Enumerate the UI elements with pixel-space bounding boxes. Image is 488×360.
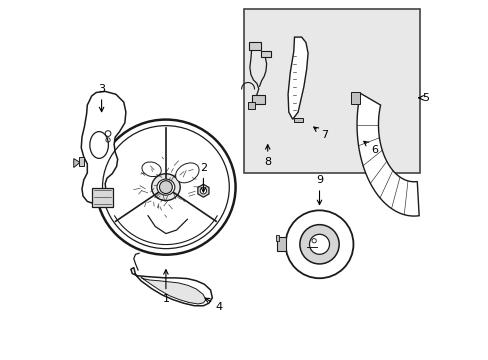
Ellipse shape [157, 179, 175, 195]
Bar [80, 157, 84, 166]
Circle shape [200, 188, 206, 194]
Circle shape [159, 181, 172, 194]
FancyBboxPatch shape [91, 188, 113, 207]
Text: 3: 3 [98, 84, 105, 112]
Polygon shape [287, 37, 307, 119]
Polygon shape [141, 277, 205, 304]
FancyBboxPatch shape [251, 95, 264, 104]
Polygon shape [81, 91, 125, 203]
Bar [276, 237, 285, 251]
Polygon shape [74, 158, 80, 167]
Polygon shape [198, 184, 208, 197]
Text: 4: 4 [204, 298, 223, 312]
Circle shape [285, 210, 353, 278]
Text: 9: 9 [315, 175, 323, 204]
Text: 1: 1 [162, 270, 169, 304]
Ellipse shape [175, 163, 199, 183]
Ellipse shape [113, 136, 218, 238]
Text: 7: 7 [313, 127, 328, 140]
FancyBboxPatch shape [350, 93, 360, 104]
FancyBboxPatch shape [261, 51, 271, 58]
Bar [275, 235, 279, 241]
FancyBboxPatch shape [248, 42, 261, 50]
Text: 6: 6 [363, 141, 378, 155]
Bar [293, 118, 303, 122]
Text: 5: 5 [418, 93, 428, 103]
Ellipse shape [96, 120, 235, 255]
Polygon shape [131, 267, 212, 306]
Ellipse shape [151, 174, 180, 201]
Polygon shape [356, 93, 418, 216]
Bar [244, 9, 419, 173]
Circle shape [299, 225, 339, 264]
FancyBboxPatch shape [247, 102, 254, 109]
Text: 2: 2 [200, 163, 206, 192]
Circle shape [309, 234, 329, 254]
Ellipse shape [142, 162, 161, 177]
Text: 8: 8 [264, 145, 271, 167]
